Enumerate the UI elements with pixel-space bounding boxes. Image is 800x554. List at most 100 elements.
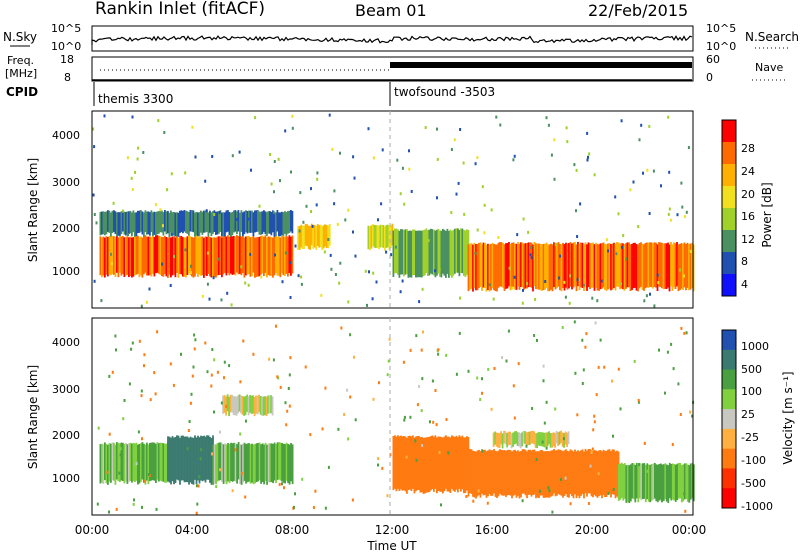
data-cell <box>582 283 585 287</box>
xtick-12: 12:00 <box>375 523 410 537</box>
data-cell <box>126 444 129 484</box>
data-cell <box>114 444 117 485</box>
xtick-00: 00:00 <box>75 523 110 537</box>
data-cell <box>464 230 467 277</box>
data-cell <box>218 211 221 214</box>
data-cell <box>629 188 632 192</box>
data-cell <box>436 127 438 131</box>
data-cell <box>488 244 491 292</box>
data-cell <box>210 373 213 377</box>
noise-trace <box>91 35 693 45</box>
data-cell <box>562 437 565 441</box>
data-cell <box>659 463 662 500</box>
data-cell <box>277 157 280 161</box>
data-cell <box>228 396 230 417</box>
data-cell <box>264 396 266 416</box>
data-cell <box>173 255 175 259</box>
data-cell <box>174 437 177 483</box>
data-cell <box>535 243 537 289</box>
data-cell <box>155 443 157 483</box>
data-cell <box>297 274 300 278</box>
data-cell <box>554 407 557 411</box>
data-cell <box>146 236 148 276</box>
data-cell <box>230 303 233 307</box>
data-cell <box>557 432 559 446</box>
data-cell <box>494 244 497 292</box>
data-cell <box>161 220 164 224</box>
data-cell <box>691 462 694 499</box>
data-cell <box>519 433 522 449</box>
data-cell <box>680 326 683 330</box>
data-cell <box>288 373 291 377</box>
data-cell <box>464 437 467 493</box>
data-cell <box>386 373 389 377</box>
data-cell <box>566 432 568 448</box>
data-cell <box>115 507 118 511</box>
data-cell <box>129 442 132 481</box>
data-cell <box>424 485 427 489</box>
data-cell <box>135 212 138 237</box>
data-cell <box>300 224 303 248</box>
data-cell <box>171 212 174 236</box>
data-cell <box>463 229 465 276</box>
data-cell <box>161 236 163 277</box>
data-cell <box>182 210 184 234</box>
data-cell <box>176 212 178 237</box>
data-cell <box>212 237 214 278</box>
data-cell <box>528 431 531 446</box>
data-cell <box>242 443 244 483</box>
data-cell <box>575 168 578 172</box>
data-cell <box>148 287 151 291</box>
data-cell <box>158 443 160 482</box>
data-cell <box>134 170 136 174</box>
data-cell <box>228 364 231 368</box>
data-cell <box>309 226 312 250</box>
data-cell <box>494 450 497 497</box>
data-cell <box>237 210 240 232</box>
data-cell <box>586 158 589 162</box>
data-cell <box>481 377 483 381</box>
data-cell <box>416 403 419 407</box>
data-cell <box>107 210 109 232</box>
data-cell <box>172 383 175 387</box>
data-cell <box>521 449 524 494</box>
data-cell <box>670 464 673 501</box>
data-cell <box>288 444 291 485</box>
data-cell <box>173 437 175 485</box>
data-cell <box>619 463 622 500</box>
data-cell <box>143 443 145 483</box>
data-cell <box>499 449 501 494</box>
data-cell <box>225 236 228 276</box>
data-cell <box>545 242 548 288</box>
data-cell <box>656 244 659 291</box>
data-cell <box>288 235 291 273</box>
data-cell <box>240 210 243 232</box>
data-cell <box>542 243 545 291</box>
data-cell <box>299 191 302 195</box>
data-cell <box>525 432 528 447</box>
data-cell <box>614 195 617 199</box>
data-cell <box>331 147 334 151</box>
data-cell <box>580 450 582 496</box>
data-cell <box>496 244 498 292</box>
data-cell <box>177 212 180 237</box>
noise-tick-top-right: 10^5 <box>706 22 736 35</box>
colorbar-swatch <box>722 252 736 275</box>
data-cell <box>404 229 407 275</box>
data-cell <box>511 451 513 499</box>
data-cell <box>403 202 406 206</box>
data-cell <box>183 436 186 483</box>
data-cell <box>617 464 620 501</box>
data-cell <box>563 433 565 448</box>
data-cell <box>547 486 550 490</box>
data-cell <box>201 436 204 482</box>
x-axis: 00:00 04:00 08:00 12:00 16:00 20:00 00:0… <box>75 523 707 553</box>
data-cell <box>512 384 515 388</box>
data-cell <box>314 489 317 493</box>
data-cell <box>484 449 486 495</box>
data-cell <box>632 180 635 184</box>
data-cell <box>551 433 553 448</box>
data-cell <box>243 442 246 481</box>
data-cell <box>453 138 456 142</box>
data-cell <box>158 211 160 234</box>
